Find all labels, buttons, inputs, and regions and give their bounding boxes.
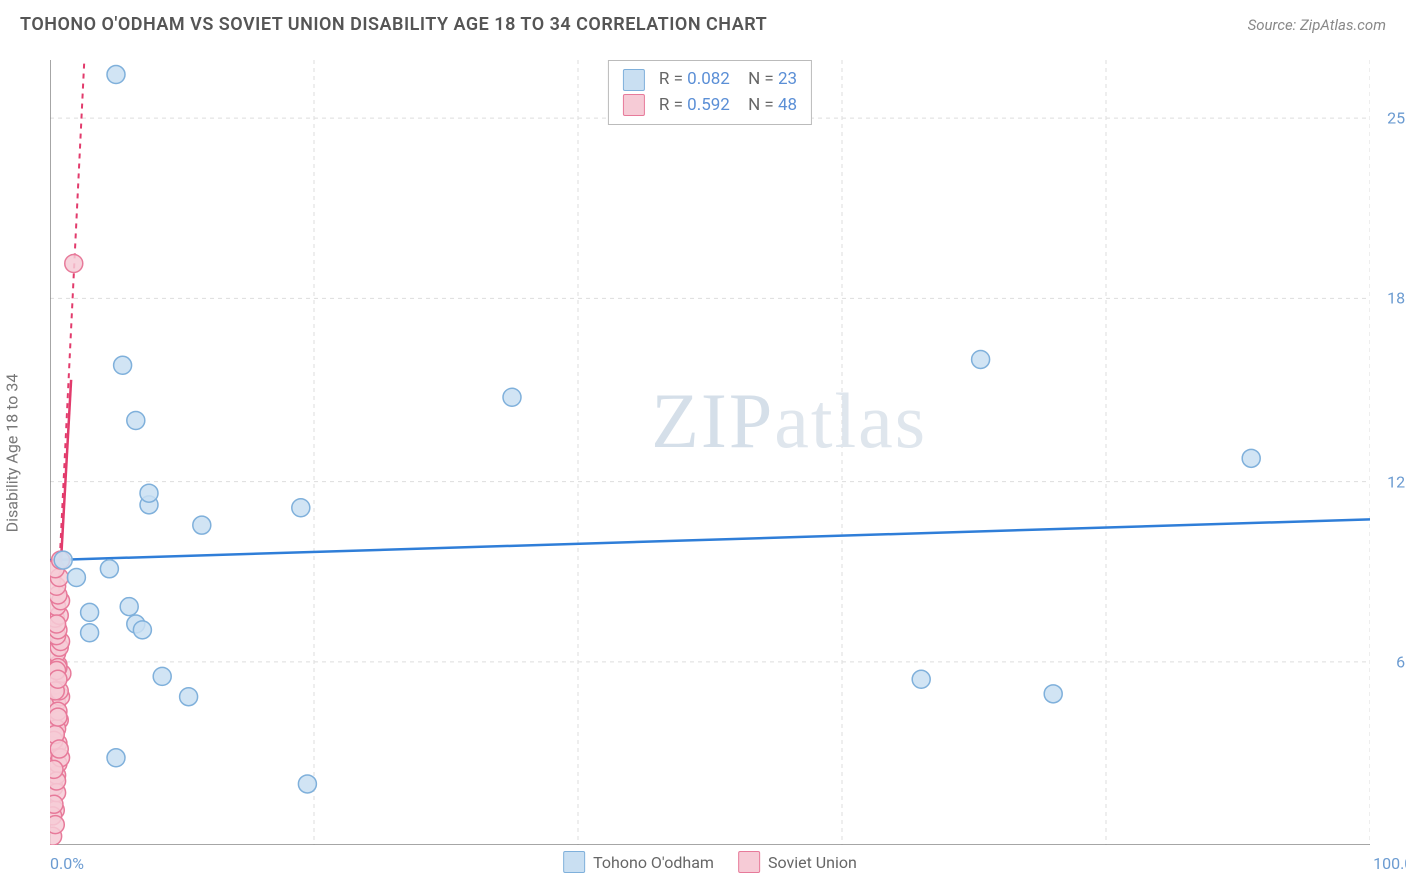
swatch-series-1 <box>623 69 645 91</box>
series-name-2: Soviet Union <box>768 853 857 872</box>
legend-n-value-1: 23 <box>778 69 797 89</box>
legend-r-label-1: R = 0.082 <box>659 67 730 93</box>
x-tick-label-max: 100.0% <box>1373 854 1406 873</box>
swatch-bottom-2 <box>738 851 760 873</box>
correlation-legend: R = 0.082 N = 23 R = 0.592 N = 48 <box>608 60 812 125</box>
legend-r-value-1: 0.082 <box>687 69 730 89</box>
y-axis-label: Disability Age 18 to 34 <box>3 373 22 532</box>
legend-n-value-2: 48 <box>778 95 797 115</box>
legend-row-1: R = 0.082 N = 23 <box>623 67 797 93</box>
chart-header: TOHONO O'ODHAM VS SOVIET UNION DISABILIT… <box>20 14 1386 35</box>
chart-area: Disability Age 18 to 34 ZIPatlas R = 0.0… <box>50 60 1370 845</box>
y-tick-label: 25.0% <box>1387 109 1406 128</box>
chart-title: TOHONO O'ODHAM VS SOVIET UNION DISABILIT… <box>20 14 767 35</box>
series-legend-item-2: Soviet Union <box>738 851 857 873</box>
y-tick-label: 6.3% <box>1396 652 1406 671</box>
y-tick-label: 12.5% <box>1387 472 1406 491</box>
series-legend-item-1: Tohono O'odham <box>563 851 714 873</box>
series-legend: Tohono O'odham Soviet Union <box>563 851 857 873</box>
legend-r-value-2: 0.592 <box>687 95 730 115</box>
y-tick-label: 18.8% <box>1387 289 1406 308</box>
x-tick-label-min: 0.0% <box>50 854 84 873</box>
legend-n-label-1: N = 23 <box>744 67 797 93</box>
chart-source: Source: ZipAtlas.com <box>1248 16 1386 34</box>
swatch-bottom-1 <box>563 851 585 873</box>
legend-n-label-2: N = 48 <box>744 93 797 119</box>
series-name-1: Tohono O'odham <box>593 853 714 872</box>
scatter-plot <box>50 60 1370 845</box>
legend-row-2: R = 0.592 N = 48 <box>623 93 797 119</box>
swatch-series-2 <box>623 94 645 116</box>
legend-r-label-2: R = 0.592 <box>659 93 730 119</box>
